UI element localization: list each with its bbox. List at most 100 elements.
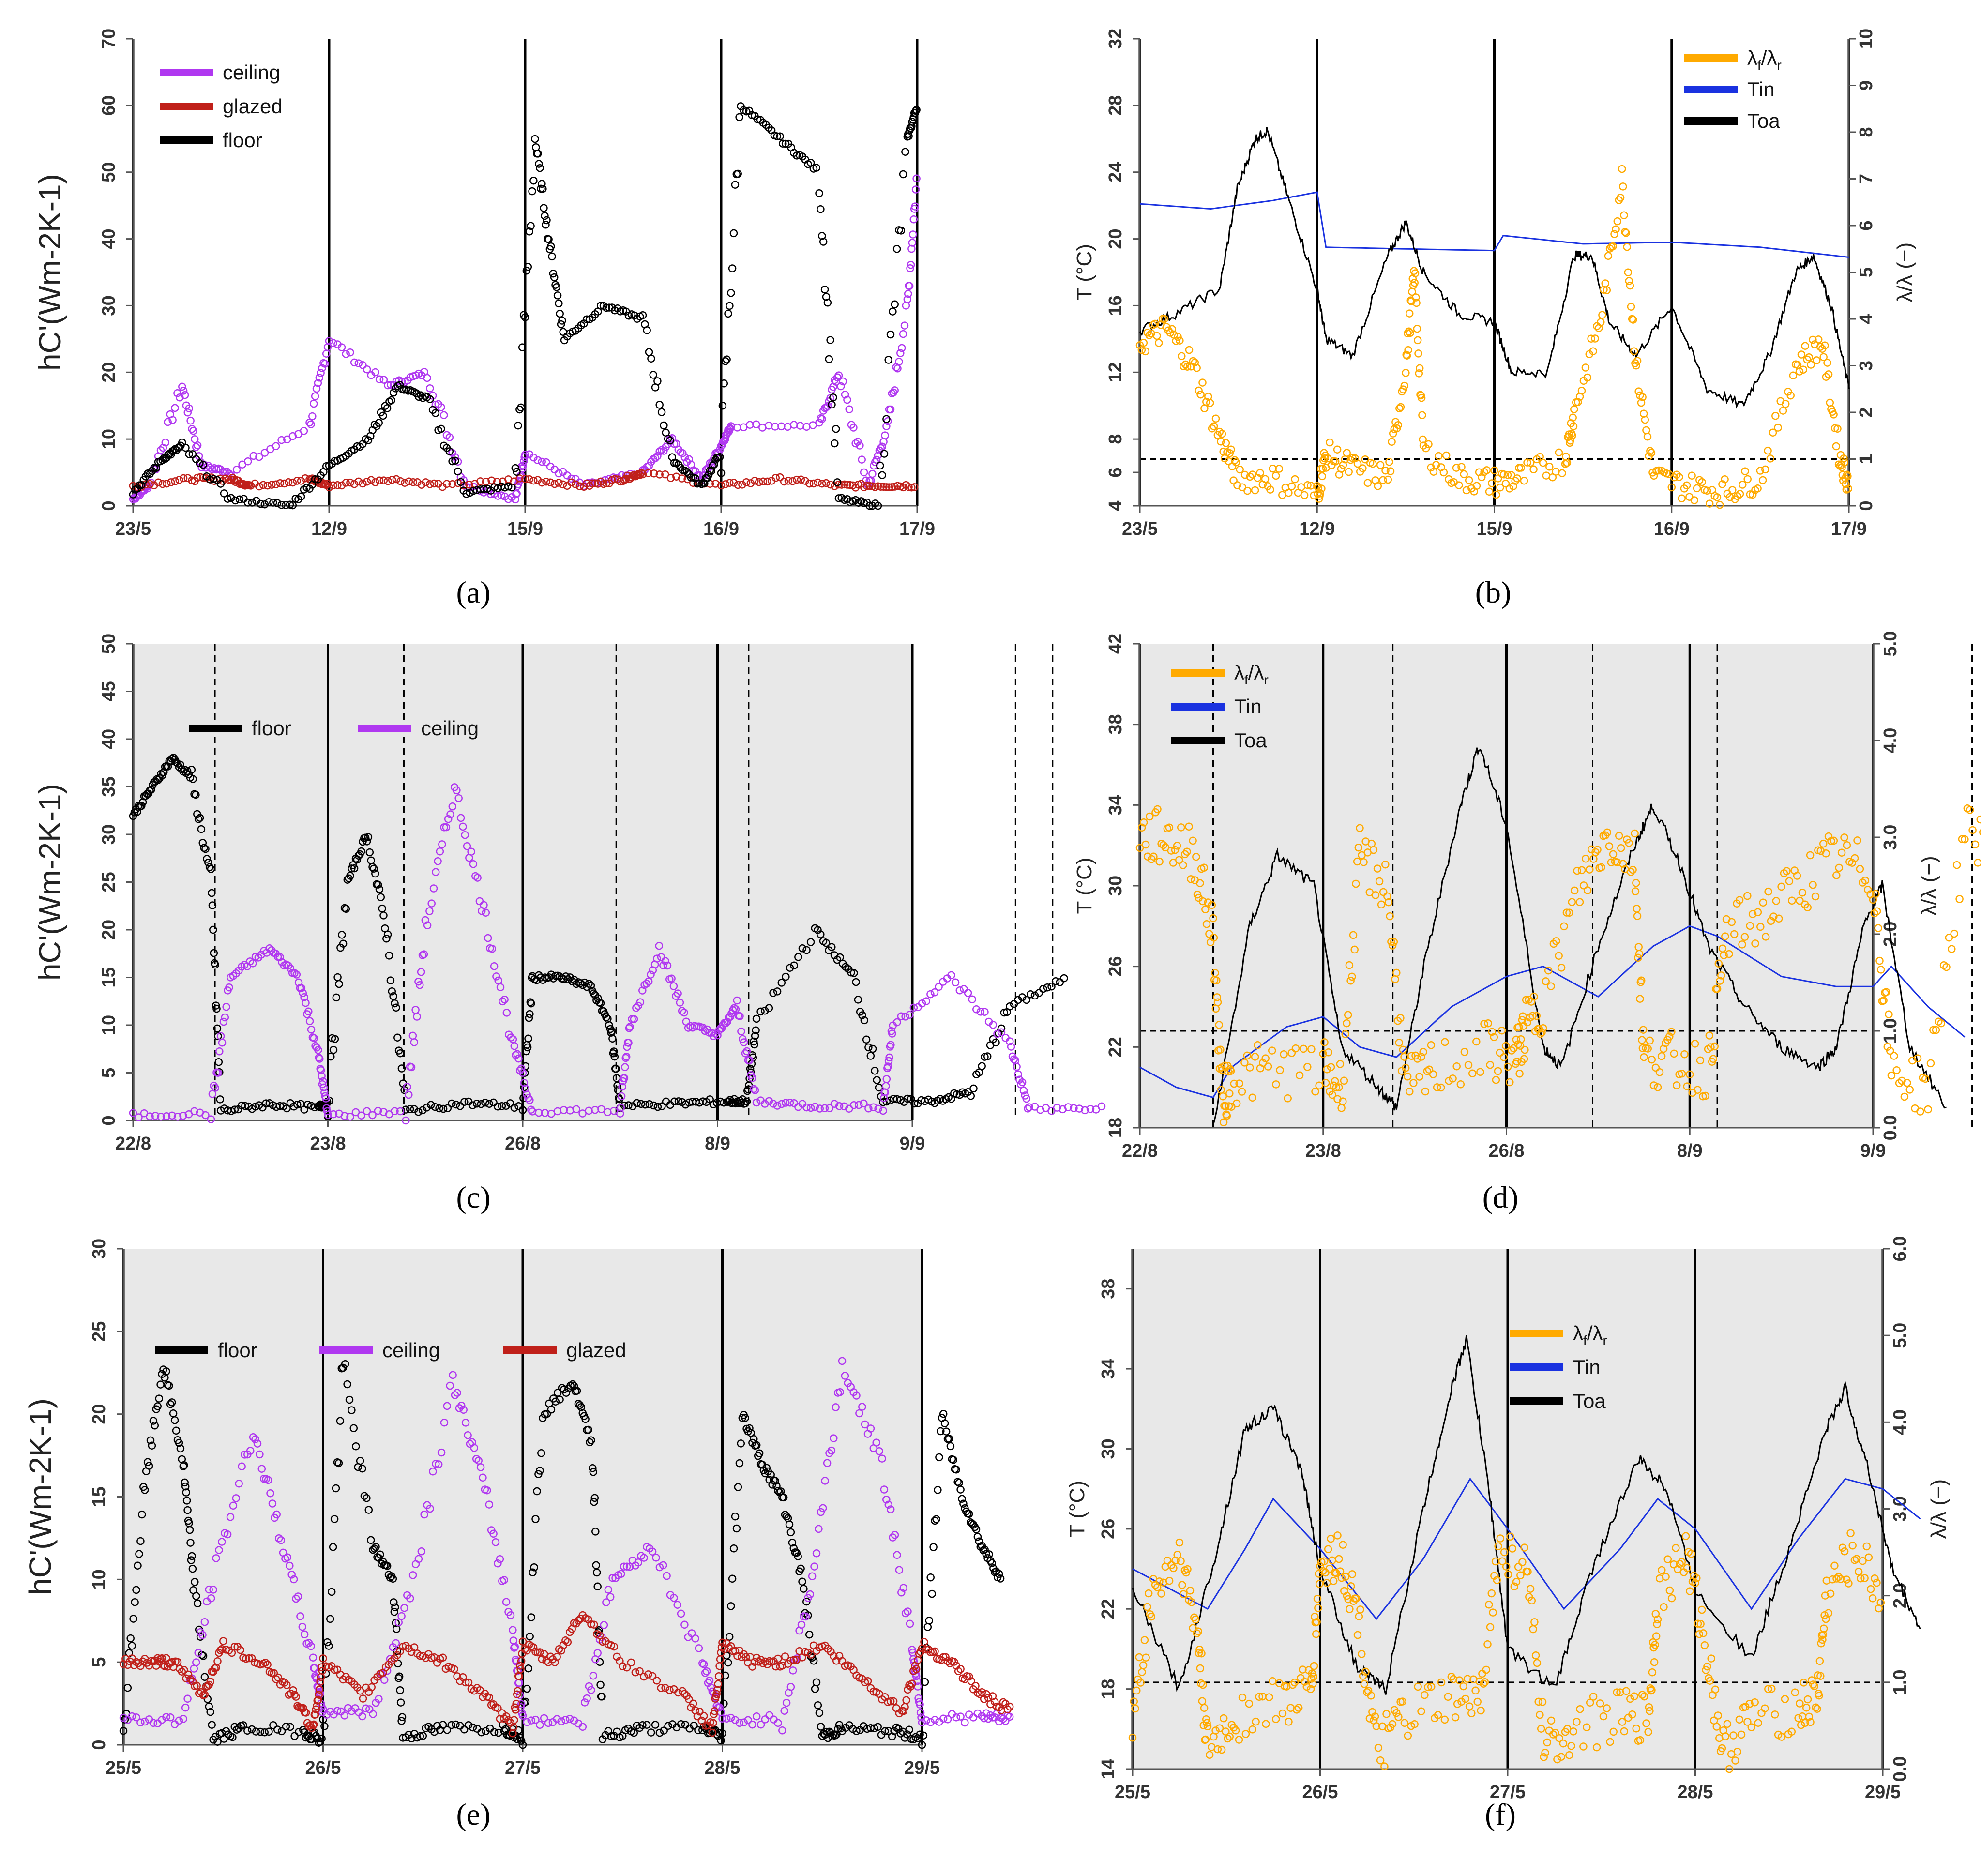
data-point — [1465, 476, 1473, 484]
y-tick-label: 34 — [1098, 1359, 1119, 1379]
data-point — [504, 482, 513, 491]
data-point — [1314, 484, 1323, 492]
data-point — [1937, 1019, 1945, 1028]
data-point — [1424, 1683, 1432, 1691]
data-point — [126, 1634, 135, 1643]
data-point — [1718, 1744, 1726, 1753]
x-tick-label: 22/8 — [1122, 1141, 1158, 1161]
legend-label: glazed — [566, 1339, 626, 1362]
data-point — [815, 1709, 824, 1717]
data-point — [1623, 242, 1631, 251]
data-point — [1707, 1043, 1715, 1051]
data-point — [1769, 912, 1778, 921]
data-point — [1709, 1055, 1718, 1063]
data-point — [1859, 1557, 1867, 1565]
data-point — [833, 373, 842, 381]
data-point — [886, 1505, 895, 1513]
data-point — [510, 1042, 519, 1050]
data-point — [891, 386, 899, 394]
data-point — [1240, 470, 1249, 479]
data-point — [732, 1524, 741, 1533]
y-tick-label: 4 — [1105, 500, 1126, 511]
data-point — [1840, 833, 1848, 842]
data-point — [1399, 1045, 1407, 1054]
data-point — [437, 424, 445, 433]
data-point — [1264, 1062, 1272, 1071]
data-point — [132, 1713, 140, 1722]
data-point — [276, 1102, 284, 1110]
data-point — [476, 477, 484, 485]
data-point — [471, 872, 480, 880]
data-point — [643, 1721, 651, 1729]
data-point — [325, 483, 333, 492]
data-point — [559, 328, 567, 336]
data-point — [414, 1555, 423, 1563]
data-point — [1452, 464, 1461, 472]
y-right-tick-label: 7 — [1856, 174, 1876, 184]
data-point — [1315, 1580, 1324, 1588]
data-point — [899, 170, 907, 179]
data-point — [1739, 481, 1747, 489]
data-point — [633, 1099, 641, 1107]
data-point — [396, 1698, 405, 1707]
data-point — [514, 1054, 523, 1063]
data-point — [1807, 361, 1815, 369]
data-point — [557, 320, 565, 329]
data-point — [1467, 1709, 1476, 1718]
data-point — [1209, 914, 1217, 923]
data-point — [826, 336, 834, 344]
data-point — [221, 1013, 229, 1022]
data-point — [1186, 1587, 1195, 1595]
data-point — [865, 482, 874, 490]
data-point — [1384, 898, 1393, 907]
series-line-Toa — [1212, 747, 1947, 1125]
data-point — [261, 1659, 270, 1667]
data-point — [774, 1486, 782, 1495]
data-point — [1399, 385, 1407, 393]
data-point — [1481, 1678, 1489, 1686]
data-point — [1193, 363, 1201, 372]
data-point — [993, 1029, 1001, 1038]
data-point — [725, 1633, 734, 1641]
data-point — [856, 441, 864, 450]
data-point — [218, 1039, 227, 1047]
data-point — [1345, 961, 1354, 969]
data-point — [823, 402, 832, 410]
data-point — [583, 1694, 591, 1703]
legend-label: Tin — [1234, 695, 1262, 718]
data-point — [431, 1103, 439, 1111]
data-point — [1510, 1044, 1518, 1053]
data-point — [208, 889, 216, 897]
data-point — [1642, 1719, 1650, 1727]
data-point — [816, 1104, 824, 1113]
data-point — [337, 343, 346, 351]
data-point — [934, 1486, 942, 1494]
data-point — [1490, 466, 1498, 475]
legend-label: glazed — [223, 95, 283, 118]
data-point — [245, 1654, 253, 1663]
data-point — [1475, 1677, 1484, 1686]
data-point — [1346, 1582, 1355, 1590]
data-point — [200, 844, 208, 852]
data-point — [453, 1389, 461, 1397]
data-point — [926, 990, 935, 999]
data-point — [1824, 370, 1833, 378]
data-point — [1698, 1605, 1706, 1614]
data-point — [274, 1673, 282, 1682]
data-point — [1490, 1033, 1498, 1042]
data-point — [872, 1438, 880, 1447]
data-point — [200, 1690, 209, 1699]
series-floor — [129, 754, 1068, 1121]
data-point — [173, 1113, 182, 1121]
data-point — [587, 1686, 595, 1694]
data-point — [1251, 486, 1259, 495]
data-point — [138, 1510, 146, 1519]
data-point — [1476, 1068, 1484, 1076]
data-point — [661, 470, 669, 479]
data-point — [1846, 1529, 1855, 1537]
data-point — [181, 1478, 189, 1487]
data-point — [1952, 861, 1961, 869]
data-point — [595, 1631, 604, 1640]
data-point — [400, 479, 409, 487]
data-point — [713, 1031, 722, 1040]
